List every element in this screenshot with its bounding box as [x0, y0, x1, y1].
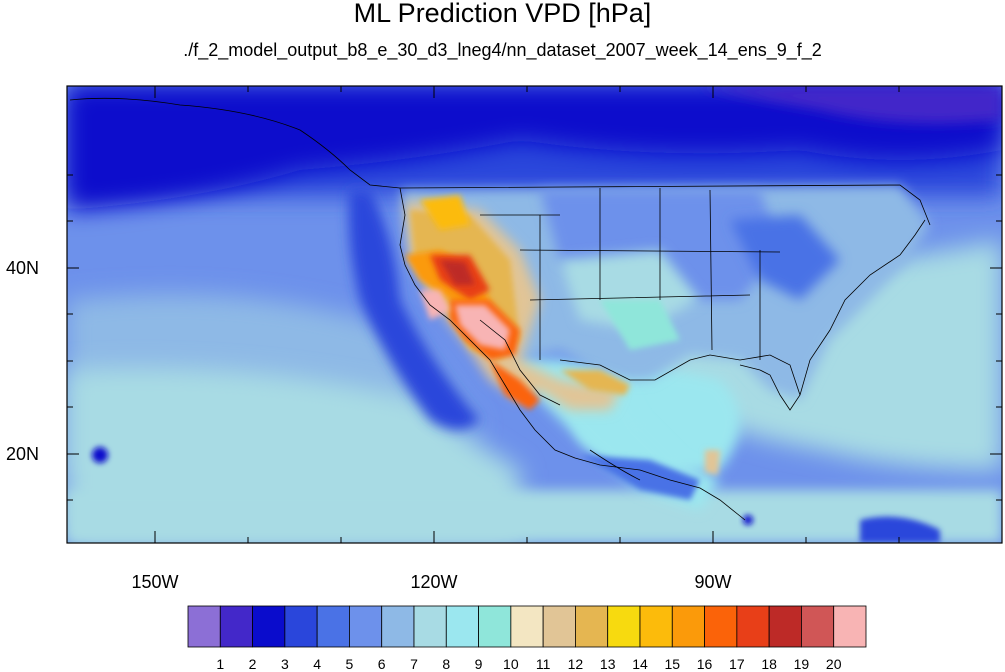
colorbar-swatch — [316, 605, 350, 648]
colorbar-label: 9 — [474, 656, 483, 672]
colorbar-label: 1 — [216, 656, 225, 672]
axis-ticks — [67, 86, 1002, 543]
colorbar-label: 18 — [761, 656, 777, 672]
lat-label-40n: 40N — [6, 258, 40, 278]
colorbar-swatch — [671, 605, 705, 648]
colorbar-swatch — [284, 605, 318, 648]
colorbar-swatch — [768, 605, 802, 648]
colorbar-label: 11 — [535, 656, 551, 672]
map-title: ML Prediction VPD [hPa] — [353, 0, 652, 28]
colorbar-swatch — [478, 605, 512, 648]
lon-label-90w: 90W — [694, 572, 732, 592]
colorbar-swatch — [252, 605, 286, 648]
lon-label-120w: 120W — [410, 572, 458, 592]
colorbar-swatch — [801, 605, 835, 648]
colorbar-label: 14 — [632, 656, 648, 672]
colorbar-swatch — [704, 605, 738, 648]
lat-label-20n: 20N — [6, 444, 40, 464]
colorbar-label: 15 — [664, 656, 681, 672]
vpd-map — [66, 85, 1003, 544]
colorbar-label: 12 — [567, 656, 584, 672]
colorbar-swatch — [639, 605, 673, 648]
colorbar-swatch — [445, 605, 479, 648]
colorbar-label: 17 — [729, 656, 745, 672]
colorbar-label: 4 — [313, 656, 322, 672]
colorbar-swatch — [381, 605, 415, 648]
colorbar-label: 20 — [825, 656, 842, 672]
colorbar-label: 10 — [503, 656, 519, 672]
colorbar-swatch — [575, 605, 609, 648]
colorbar-label: 19 — [793, 656, 810, 672]
colorbar-label: 6 — [377, 656, 386, 672]
colorbar-label: 16 — [696, 656, 713, 672]
colorbar-label: 7 — [410, 656, 418, 672]
colorbar-swatch — [219, 605, 253, 648]
colorbar-label: 2 — [248, 656, 257, 672]
vpd-field — [67, 86, 1002, 543]
colorbar-swatch — [607, 605, 641, 648]
lon-label-150w: 150W — [131, 572, 179, 592]
colorbar-swatch — [542, 605, 576, 648]
colorbar-swatch — [413, 605, 447, 648]
colorbar-label: 5 — [345, 656, 354, 672]
colorbar-swatch — [187, 605, 221, 648]
colorbar-label: 3 — [280, 656, 289, 672]
coastlines — [69, 97, 931, 521]
colorbar-label: 8 — [442, 656, 451, 672]
colorbar-swatch — [510, 605, 544, 648]
colorbar-swatch — [349, 605, 383, 648]
map-subtitle: ./f_2_model_output_b8_e_30_d3_lneg4/nn_d… — [183, 40, 822, 60]
colorbar-label: 13 — [599, 656, 616, 672]
colorbar-swatch — [736, 605, 770, 648]
colorbar-swatch — [833, 605, 867, 648]
